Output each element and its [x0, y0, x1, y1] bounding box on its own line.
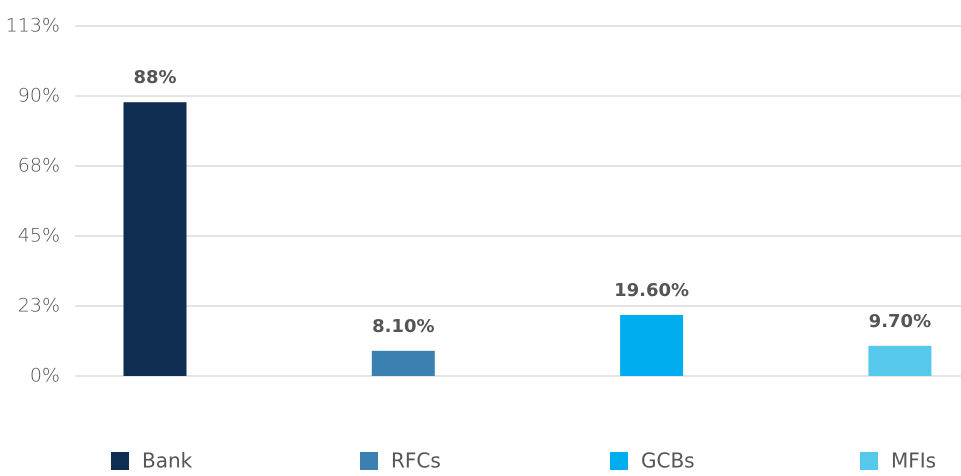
value-label: 88%	[133, 67, 176, 88]
bar	[371, 350, 435, 376]
legend-swatch	[860, 452, 878, 470]
legend-label: Bank	[142, 449, 193, 473]
value-label: 9.70%	[869, 311, 931, 332]
bar	[620, 315, 684, 376]
y-tick-label: 23%	[18, 295, 60, 317]
legend-label: GCBs	[641, 449, 695, 473]
legend-swatch	[111, 452, 129, 470]
bar	[123, 102, 187, 376]
y-tick-label: 0%	[30, 365, 60, 387]
value-label: 8.10%	[372, 316, 434, 337]
legend-swatch	[360, 452, 378, 470]
y-tick-label: 113%	[6, 15, 60, 37]
bar	[868, 345, 932, 376]
legend-label: MFIs	[891, 449, 936, 473]
y-tick-label: 68%	[18, 155, 60, 177]
value-label: 19.60%	[614, 280, 689, 301]
legend-label: RFCs	[391, 449, 441, 473]
legend-swatch	[610, 452, 628, 470]
y-tick-label: 45%	[18, 225, 60, 247]
y-tick-label: 90%	[18, 85, 60, 107]
